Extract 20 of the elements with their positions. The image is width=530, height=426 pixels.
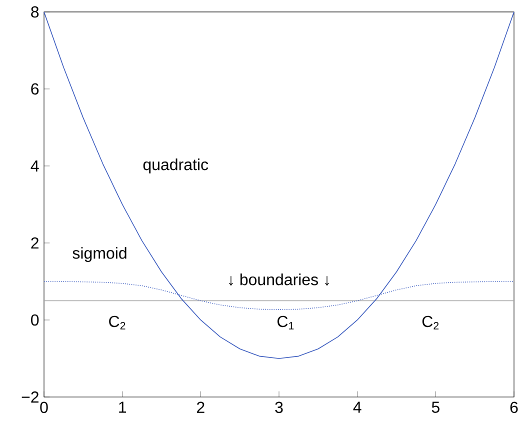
x-tick-label: 5 (432, 402, 440, 413)
line-series (44, 12, 514, 359)
y-tick-label: 4 (30, 160, 39, 172)
y-tick-label: 0 (31, 314, 39, 326)
series-label: sigmoid (72, 247, 126, 262)
x-tick-label: 4 (353, 402, 362, 413)
text: quadratic (143, 158, 208, 174)
x-tick-label: 2 (197, 402, 204, 413)
y-tick-label: 8 (31, 6, 39, 18)
x-tick-label: 6 (510, 402, 518, 414)
annotation: C$_{1}$ (278, 316, 294, 330)
annotation: C$_{2}$ (422, 316, 439, 330)
annotation: ↓ boundaries ↓ (229, 274, 329, 286)
x-tick-label: 3 (275, 402, 283, 414)
x-tick-label: 0 (40, 402, 48, 414)
annotation: C$_{2}$ (109, 316, 126, 330)
y-tick-label: −2 (22, 391, 38, 403)
y-tick-label: 6 (31, 83, 39, 95)
y-tick-label: 2 (31, 237, 38, 249)
x-tick-label: 1 (119, 402, 126, 413)
